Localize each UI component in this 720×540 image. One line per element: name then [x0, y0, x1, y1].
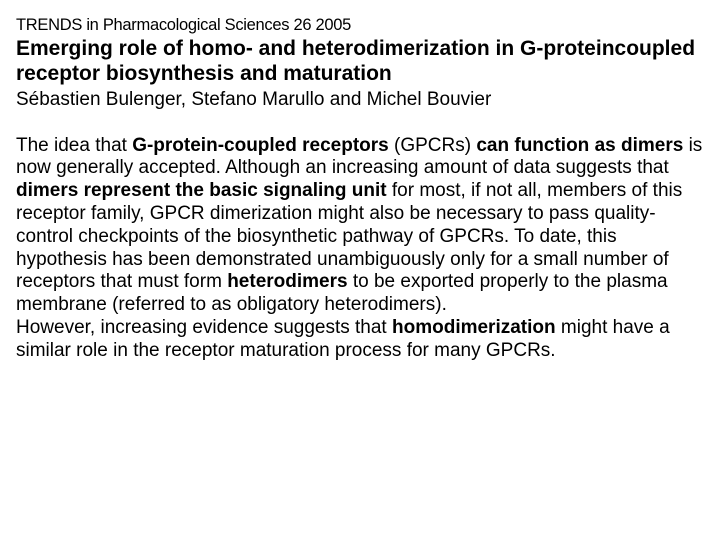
abstract-text: However, increasing evidence suggests th… — [16, 317, 392, 338]
abstract-bold: can function as dimers — [476, 135, 683, 156]
abstract-text: (GPCRs) — [389, 135, 477, 156]
journal-reference: TRENDS in Pharmacological Sciences 26 20… — [16, 16, 708, 35]
document-page: TRENDS in Pharmacological Sciences 26 20… — [0, 0, 720, 363]
abstract-bold: dimers represent the basic signaling uni… — [16, 180, 387, 201]
abstract-bold: G-protein-coupled receptors — [132, 135, 389, 156]
abstract-bold: heterodimers — [227, 271, 347, 292]
abstract-body: The idea that G-protein-coupled receptor… — [16, 135, 708, 363]
abstract-bold: homodimerization — [392, 317, 556, 338]
article-authors: Sébastien Bulenger, Stefano Marullo and … — [16, 89, 708, 111]
abstract-text: The idea that — [16, 135, 132, 156]
article-title: Emerging role of homo- and heterodimeriz… — [16, 37, 708, 87]
